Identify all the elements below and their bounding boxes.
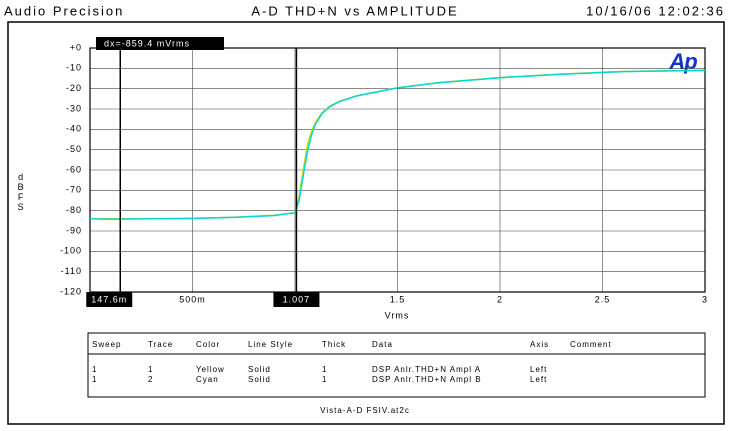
table-header: Sweep xyxy=(92,340,121,349)
y-tick-label: -110 xyxy=(61,266,82,276)
y-tick-label: -70 xyxy=(66,185,82,195)
logo: Ap xyxy=(668,49,697,74)
plot-border xyxy=(89,47,706,293)
y-tick-label: -120 xyxy=(60,286,82,296)
table-cell: 1 xyxy=(148,365,153,374)
table-header: Line Style xyxy=(248,340,293,349)
table-header: Color xyxy=(196,340,220,349)
y-tick-label: -50 xyxy=(66,144,82,154)
header-title: A-D THD+N vs AMPLITUDE xyxy=(251,3,458,18)
y-tick-label: -20 xyxy=(66,83,82,93)
y-tick-label: -90 xyxy=(66,225,82,235)
y-tick-label: -40 xyxy=(66,124,82,134)
cursor-label: 147.6m xyxy=(91,294,127,304)
table-header: Axis xyxy=(530,340,549,349)
table-cell: Solid xyxy=(248,375,271,384)
table-cell: DSP Anlr.THD+N Ampl B xyxy=(372,375,482,384)
frame xyxy=(7,21,725,425)
table-cell: Cyan xyxy=(196,375,219,384)
table-cell: 1 xyxy=(92,365,97,374)
legend-table xyxy=(87,332,706,398)
annotation-box xyxy=(96,37,224,50)
cursor-box xyxy=(86,292,133,307)
x-tick-label: 2.5 xyxy=(595,294,611,304)
annotation: dx=-859.4 mVrms xyxy=(104,38,190,48)
table-cell: Left xyxy=(530,375,547,384)
table-cell: Yellow xyxy=(196,365,225,374)
header-right: 10/16/06 12:02:36 xyxy=(586,3,725,18)
cursor-box xyxy=(273,292,320,307)
table-cell: 1 xyxy=(322,375,327,384)
y-axis-label: dBFS xyxy=(16,172,26,212)
x-tick-label: 3 xyxy=(702,294,708,304)
y-tick-label: -100 xyxy=(60,246,82,256)
table-cell: 1 xyxy=(92,375,97,384)
x-axis-label: Vrms xyxy=(385,310,410,320)
table-cell: DSP Anlr.THD+N Ampl A xyxy=(372,365,481,374)
y-tick-label: +0 xyxy=(70,42,82,52)
table-cell: Solid xyxy=(248,365,271,374)
table-header: Comment xyxy=(570,340,612,349)
x-tick-label: 500m xyxy=(179,294,206,304)
header-left: Audio Precision xyxy=(4,3,124,18)
footer: Vista-A-D FSIV.at2c xyxy=(320,406,410,415)
line-series xyxy=(89,69,706,220)
table-cell: 1 xyxy=(322,365,327,374)
y-tick-label: -30 xyxy=(66,103,82,113)
y-tick-label: -10 xyxy=(66,63,82,73)
table-cell: Left xyxy=(530,365,547,374)
cursor-label: 1.007 xyxy=(283,294,311,304)
x-tick-label: 2 xyxy=(497,294,503,304)
y-tick-label: -60 xyxy=(66,164,82,174)
table-cell: 2 xyxy=(148,375,153,384)
table-header: Thick xyxy=(322,340,346,349)
table-header: Trace xyxy=(148,340,173,349)
y-tick-label: -80 xyxy=(66,205,82,215)
table-header: Data xyxy=(372,340,393,349)
x-tick-label: 1.5 xyxy=(390,294,406,304)
